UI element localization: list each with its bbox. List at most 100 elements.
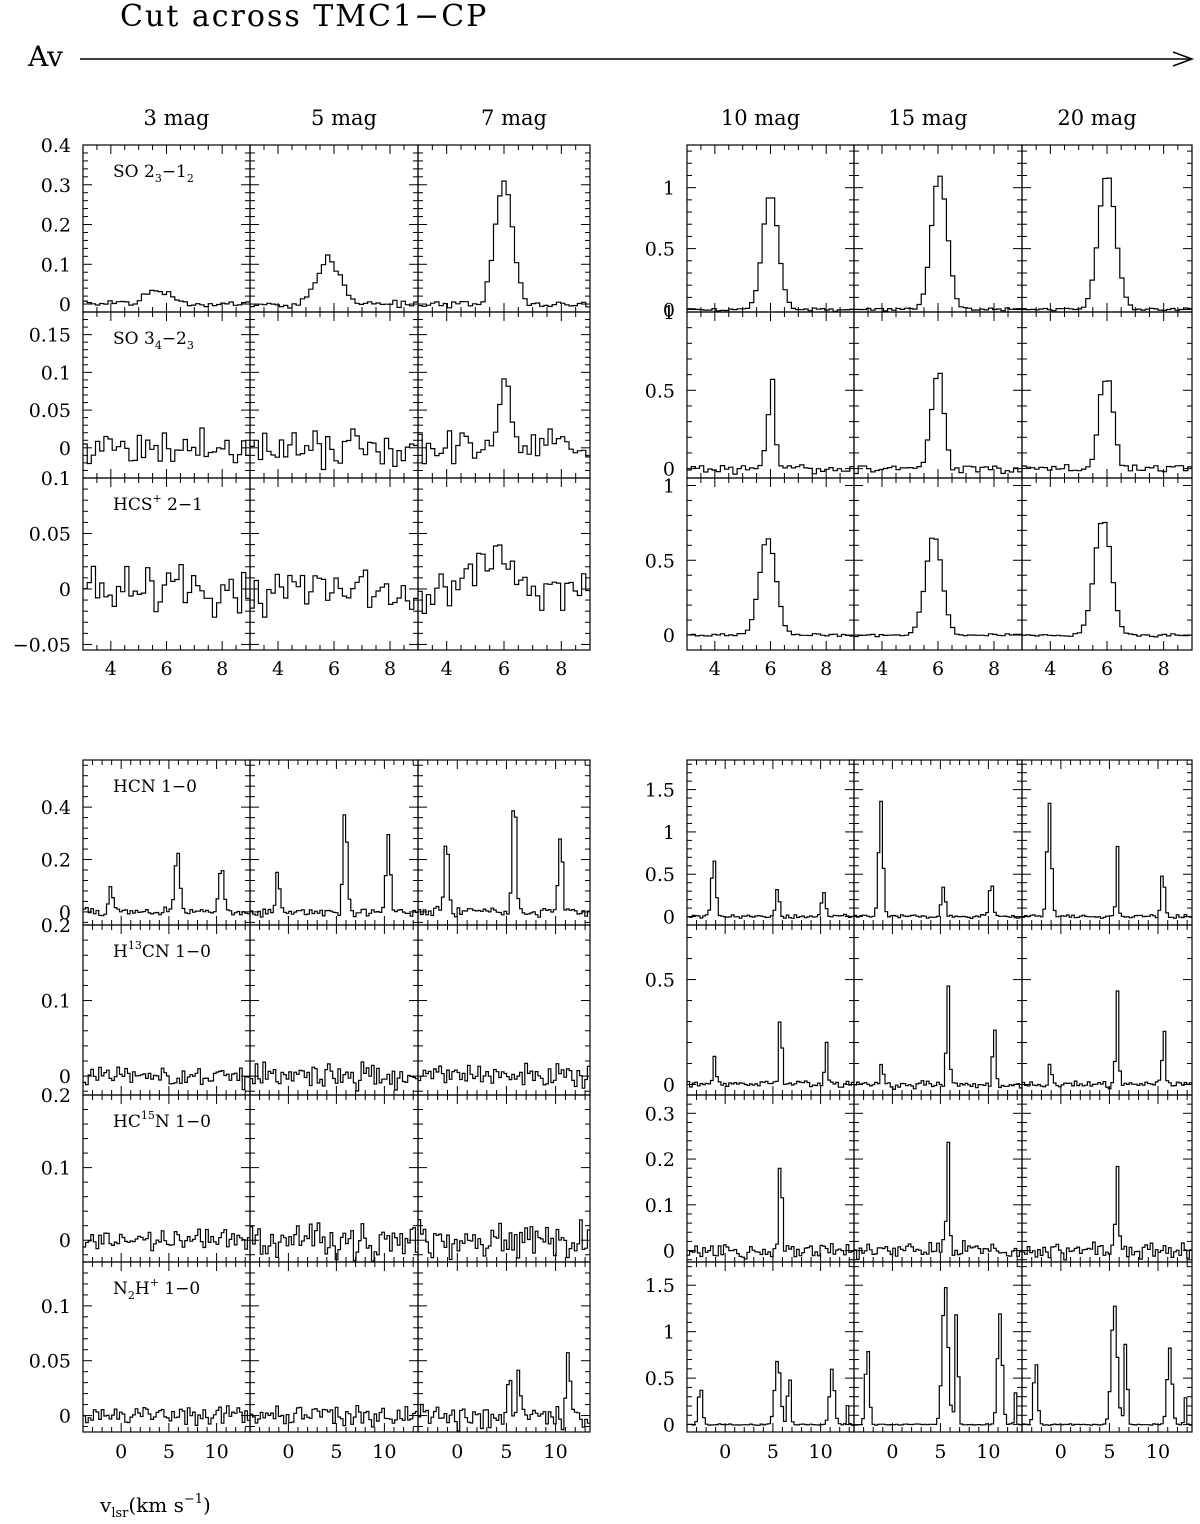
- spectrum-panel: [249, 311, 419, 479]
- panel-frame: [686, 924, 855, 1096]
- x-tick-label: 8: [384, 658, 396, 680]
- spectrum-panel: 0 0.2 0.4: [41, 759, 251, 926]
- y-tick-label: 1: [663, 1322, 675, 1344]
- spectrum-trace: [418, 1062, 590, 1089]
- spectrum-trace: [687, 197, 854, 312]
- y-tick-label: 0.1: [41, 362, 71, 384]
- spectrum-trace: [687, 378, 854, 475]
- spectrum-panel: [1021, 1094, 1193, 1263]
- y-tick-label: 1: [663, 178, 675, 200]
- y-tick-label: 0: [59, 438, 71, 460]
- y-tick-label: 0.2: [41, 915, 71, 937]
- spectrum-trace: [418, 1219, 590, 1261]
- spectrum-trace: [687, 1167, 854, 1260]
- y-tick-label: 0.1: [41, 1158, 71, 1180]
- panel-frame: [1021, 1261, 1193, 1433]
- x-tick-label: 0: [1055, 1441, 1067, 1463]
- y-tick-label: 1: [663, 822, 675, 844]
- column-header: 20 mag: [1057, 106, 1136, 130]
- spectrum-panel: [853, 144, 1023, 313]
- y-tick-label: 0.3: [41, 175, 71, 197]
- spectrum-trace: [1022, 177, 1192, 312]
- x-tick-label: 0: [451, 1441, 463, 1463]
- spectrum-panel: 00.51: [645, 302, 855, 481]
- spectrum-panel: 0 0.5 1 1.5: [645, 759, 855, 929]
- x-tick-label: 8: [820, 658, 832, 680]
- y-tick-label: 0: [59, 1230, 71, 1252]
- y-tick-label: 0.3: [645, 1103, 675, 1125]
- spectrum-trace: [854, 1141, 1022, 1260]
- x-tick-label: 6: [160, 658, 172, 680]
- panel-frame: [1021, 1094, 1193, 1263]
- y-tick-label: 0.5: [645, 239, 675, 261]
- spectrum-trace: [83, 1228, 250, 1252]
- spectrum-panel: [417, 1094, 591, 1263]
- spectrum-trace: [250, 254, 418, 309]
- y-tick-label: 1: [663, 302, 675, 324]
- panel-frame: [1021, 477, 1193, 651]
- av-label: Av: [27, 40, 63, 73]
- x-tick-label: 6: [932, 658, 944, 680]
- panel-frame: [417, 1094, 591, 1263]
- spectrum-panel: 00.5: [645, 924, 855, 1097]
- molecule-label: HC15N 1−0: [113, 1109, 211, 1132]
- molecule-label: N2H+ 1−0: [113, 1276, 200, 1302]
- spectrum-trace: [83, 1405, 250, 1426]
- spectrum-panel: [417, 759, 591, 926]
- y-tick-label: 0.05: [29, 1351, 71, 1373]
- spectrum-trace: [418, 544, 590, 614]
- y-tick-label: 0.2: [41, 1085, 71, 1107]
- x-tick-label: 5: [767, 1441, 779, 1463]
- y-tick-label: 1: [663, 475, 675, 497]
- column-header: 10 mag: [721, 106, 800, 130]
- spectrum-panel: 0 5 10: [417, 1261, 591, 1463]
- x-tick-label: 8: [1158, 658, 1170, 680]
- spectrum-panel: 00.51: [645, 144, 855, 322]
- y-tick-label: 0.1: [41, 468, 71, 490]
- spectrum-panel: [417, 144, 591, 313]
- spectrum-trace: [250, 569, 418, 618]
- y-tick-label: 0: [59, 294, 71, 316]
- x-tick-label: 10: [976, 1441, 1000, 1463]
- spectrum-trace: [250, 1222, 418, 1262]
- x-tick-label: 8: [988, 658, 1000, 680]
- spectrum-trace: [687, 538, 854, 637]
- x-tick-label: 8: [216, 658, 228, 680]
- panel-frame: [686, 144, 855, 313]
- y-tick-label: 0.05: [29, 400, 71, 422]
- y-tick-label: 0: [59, 902, 71, 924]
- y-tick-label: 0: [59, 579, 71, 601]
- panel-frame: [853, 311, 1023, 479]
- spectrum-trace: [854, 175, 1022, 312]
- spectrum-panel: 0 0.1 0.2 0.3 0.4: [41, 135, 251, 316]
- y-tick-label: 0: [663, 1075, 675, 1097]
- molecule-label: SO 34−23: [113, 329, 194, 352]
- y-tick-label: 0.5: [645, 380, 675, 402]
- spectrum-panel: 4 6 8: [1021, 477, 1193, 680]
- spectrum-trace: [83, 289, 250, 308]
- figure-title: Cut across TMC1−CP: [120, 0, 488, 34]
- spectrum-panel: [417, 924, 591, 1096]
- spectrum-trace: [1022, 802, 1192, 919]
- spectrum-trace: [854, 372, 1022, 475]
- spectrum-panel: [1021, 144, 1193, 313]
- spectrum-panel: 0 0.05 0.1 0 5 10: [29, 1261, 251, 1463]
- spectrum-trace: [854, 1287, 1022, 1426]
- x-tick-label: 0: [282, 1441, 294, 1463]
- spectrum-trace: [1022, 1305, 1192, 1426]
- y-tick-label: 0.15: [29, 325, 71, 347]
- y-tick-label: 0: [663, 1241, 675, 1263]
- spectrum-trace: [83, 427, 250, 465]
- y-tick-label: 0: [59, 1066, 71, 1088]
- panel-frame: [417, 144, 591, 313]
- spectrum-panel: −0.05 0 0.05 0.1 4 6 8: [13, 468, 251, 680]
- x-tick-label: 0: [719, 1441, 731, 1463]
- spectrum-trace: [83, 564, 250, 618]
- x-tick-label: 5: [163, 1441, 175, 1463]
- molecule-label: HCS+ 2−1: [113, 492, 203, 515]
- spectrum-panel: 4 6 8: [249, 477, 419, 680]
- x-tick-label: 10: [544, 1441, 568, 1463]
- y-tick-label: 0.2: [41, 850, 71, 872]
- x-tick-label: 10: [205, 1441, 229, 1463]
